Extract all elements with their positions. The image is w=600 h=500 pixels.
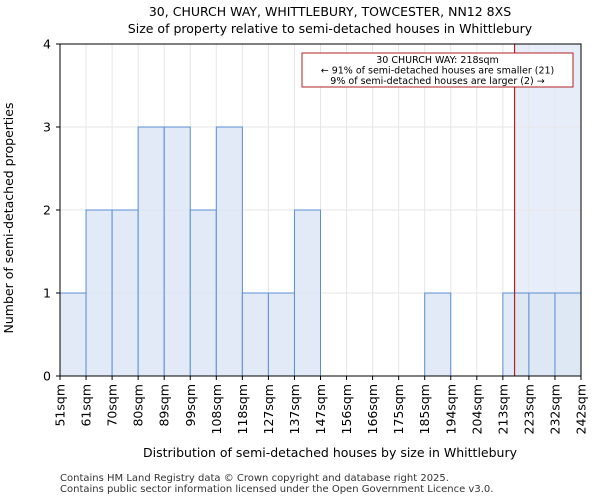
x-tick-label: 166sqm bbox=[365, 384, 380, 434]
x-tick-label: 213sqm bbox=[495, 384, 510, 434]
histogram-bar bbox=[528, 292, 556, 377]
x-tick-label: 108sqm bbox=[209, 384, 224, 434]
y-tick-label: 3 bbox=[43, 120, 51, 135]
x-tick-label: 137sqm bbox=[287, 384, 302, 434]
x-tick-label: 127sqm bbox=[261, 384, 276, 434]
histogram-bar bbox=[293, 209, 322, 377]
x-tick-label: 118sqm bbox=[235, 384, 250, 434]
chart-title-line-1: 30, CHURCH WAY, WHITTLEBURY, TOWCESTER, … bbox=[149, 4, 511, 19]
y-tick-label: 0 bbox=[43, 369, 51, 384]
x-tick-label: 242sqm bbox=[574, 384, 589, 434]
histogram-bar bbox=[111, 209, 139, 377]
x-tick-label: 232sqm bbox=[547, 384, 562, 434]
histogram-bar bbox=[163, 126, 191, 377]
annotation-line: ← 91% of semi-detached houses are smalle… bbox=[321, 66, 555, 77]
annotation-box bbox=[301, 52, 574, 88]
x-tick-label: 204sqm bbox=[469, 384, 484, 434]
x-tick-label: 156sqm bbox=[339, 384, 354, 434]
histogram-bar bbox=[424, 292, 452, 377]
x-tick-label: 51sqm bbox=[53, 384, 68, 427]
histogram-bar bbox=[189, 209, 217, 377]
x-tick-label: 61sqm bbox=[79, 384, 94, 427]
histogram-bar bbox=[215, 126, 243, 377]
x-tick-label: 223sqm bbox=[521, 384, 536, 434]
histogram-bar bbox=[554, 292, 582, 377]
x-tick-label: 89sqm bbox=[157, 384, 172, 427]
x-tick-label: 99sqm bbox=[183, 384, 198, 427]
x-tick-label: 185sqm bbox=[417, 384, 432, 434]
footer-licence: Contains public sector information licen… bbox=[60, 484, 494, 495]
histogram-bar bbox=[137, 126, 165, 377]
x-tick-label: 175sqm bbox=[391, 384, 406, 434]
histogram-bar bbox=[241, 292, 269, 377]
x-tick-label: 194sqm bbox=[443, 384, 458, 434]
footer-copyright: Contains HM Land Registry data © Crown c… bbox=[60, 473, 449, 484]
chart-title-line-2: Size of property relative to semi-detach… bbox=[128, 21, 533, 36]
x-axis-label: Distribution of semi-detached houses by … bbox=[143, 445, 518, 460]
histogram-bar bbox=[502, 292, 530, 377]
y-axis-label: Number of semi-detached properties bbox=[1, 103, 16, 334]
y-tick-label: 2 bbox=[43, 203, 51, 218]
histogram-bar bbox=[85, 209, 113, 377]
x-tick-label: 70sqm bbox=[105, 384, 120, 427]
x-tick-label: 147sqm bbox=[313, 384, 328, 434]
histogram-bar bbox=[267, 292, 295, 377]
y-tick-label: 1 bbox=[43, 286, 51, 301]
y-tick-label: 4 bbox=[43, 37, 51, 52]
x-tick-label: 80sqm bbox=[131, 384, 146, 427]
histogram-bar bbox=[59, 292, 87, 377]
annotation-line: 30 CHURCH WAY: 218sqm bbox=[376, 55, 499, 66]
annotation-line: 9% of semi-detached houses are larger (2… bbox=[330, 76, 544, 87]
